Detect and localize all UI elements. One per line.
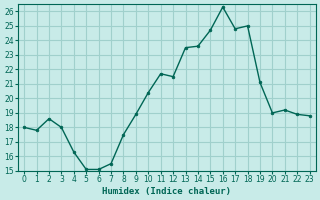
X-axis label: Humidex (Indice chaleur): Humidex (Indice chaleur) [102, 187, 231, 196]
